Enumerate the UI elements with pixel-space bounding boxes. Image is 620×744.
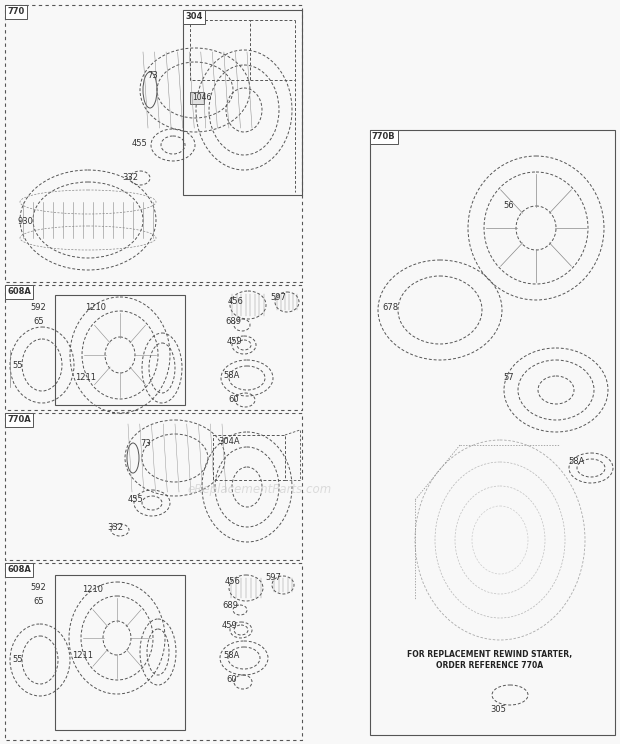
Text: 597: 597 [270, 293, 286, 303]
Bar [5, 563, 302, 740]
Text: 57: 57 [503, 373, 513, 382]
Bar [370, 130, 615, 735]
Text: 304A: 304A [218, 437, 239, 446]
Bar [55, 295, 185, 405]
Text: 60: 60 [228, 394, 239, 403]
Text: 73: 73 [140, 438, 151, 447]
Bar [5, 285, 302, 410]
Text: 678: 678 [382, 303, 398, 312]
Text: 770B: 770B [372, 132, 396, 141]
Text: 770: 770 [7, 7, 24, 16]
Text: 455: 455 [132, 138, 148, 147]
Text: 1210: 1210 [82, 586, 103, 594]
Text: 60: 60 [226, 676, 237, 684]
Text: 1046: 1046 [192, 92, 211, 101]
Text: 456: 456 [225, 577, 241, 586]
Text: 55: 55 [12, 655, 22, 664]
Text: 332: 332 [122, 173, 138, 182]
Bar [55, 575, 185, 730]
Text: 455: 455 [128, 496, 144, 504]
Text: 459: 459 [222, 621, 237, 630]
Text: 592: 592 [30, 583, 46, 592]
Text: 608A: 608A [7, 287, 31, 296]
Text: 55: 55 [12, 361, 22, 370]
Text: 592: 592 [30, 304, 46, 312]
Bar [190, 92, 204, 104]
Text: 304: 304 [185, 12, 202, 21]
Text: 65: 65 [33, 597, 43, 606]
Bar [183, 10, 302, 195]
Text: 930: 930 [18, 217, 34, 226]
Text: 58A: 58A [223, 650, 239, 659]
Text: 1210: 1210 [85, 304, 106, 312]
Bar [5, 5, 302, 282]
Text: eReplacementParts.com: eReplacementParts.com [188, 484, 332, 496]
Text: 459: 459 [227, 338, 243, 347]
Text: 689: 689 [225, 318, 241, 327]
Text: 58A: 58A [223, 371, 239, 379]
Bar [5, 413, 302, 560]
Text: 1211: 1211 [75, 373, 96, 382]
Text: 56: 56 [503, 200, 513, 210]
Text: 332: 332 [107, 524, 123, 533]
Text: FOR REPLACEMENT REWIND STARTER,
ORDER REFERENCE 770A: FOR REPLACEMENT REWIND STARTER, ORDER RE… [407, 650, 572, 670]
Text: 770A: 770A [7, 415, 31, 424]
Text: 689: 689 [222, 600, 238, 609]
Text: 58A: 58A [568, 458, 585, 466]
Text: 65: 65 [33, 318, 43, 327]
Text: 597: 597 [265, 574, 281, 583]
Text: 305: 305 [490, 705, 506, 714]
Text: 608A: 608A [7, 565, 31, 574]
Text: 456: 456 [228, 298, 244, 307]
Text: 73: 73 [147, 71, 157, 80]
Text: 1211: 1211 [72, 652, 93, 661]
